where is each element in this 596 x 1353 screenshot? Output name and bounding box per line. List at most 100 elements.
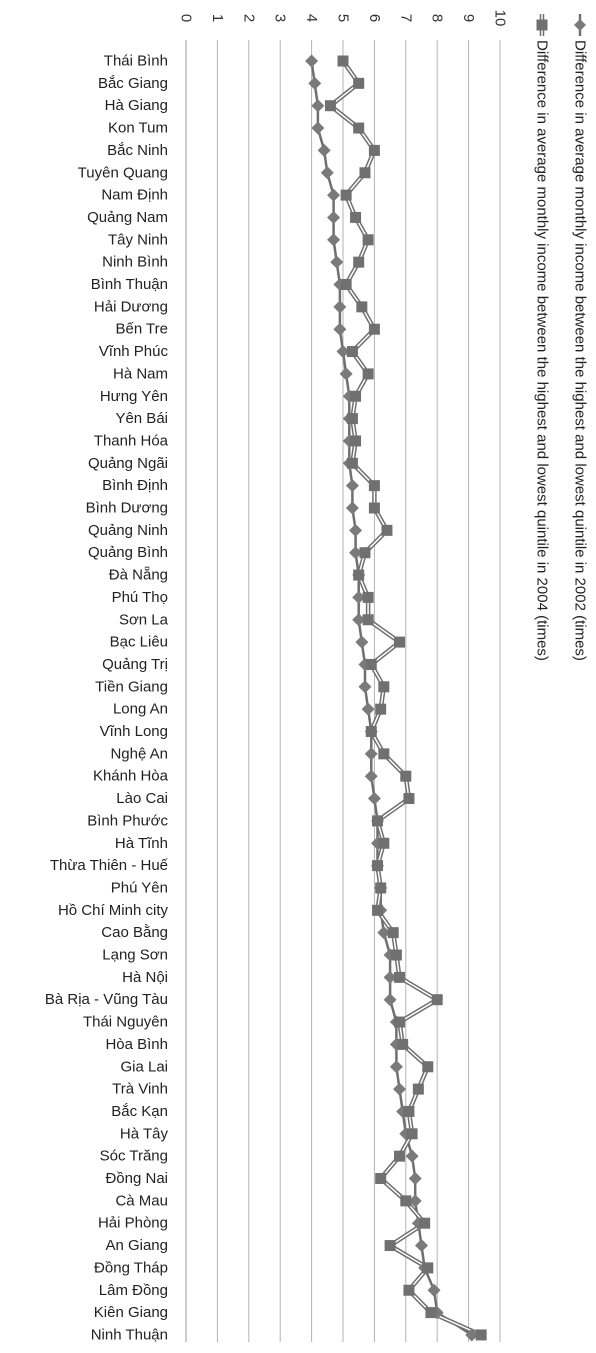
- series-2002-point: [358, 680, 372, 694]
- series-2004-point: [375, 703, 387, 715]
- category-label: Bắc Ninh: [107, 142, 168, 159]
- series-2002-point: [320, 166, 334, 180]
- category-label: Tây Ninh: [108, 231, 168, 248]
- series-2002-point: [345, 479, 359, 493]
- series-2002-point: [377, 926, 391, 940]
- series-2004-point: [394, 1016, 406, 1028]
- series-2002-point: [405, 1149, 419, 1163]
- series-2004-point: [353, 122, 365, 134]
- series-2004-point: [353, 569, 365, 581]
- series-2004-point: [375, 1173, 387, 1184]
- category-label: Hòa Bình: [105, 1036, 168, 1053]
- category-label: Hồ Chí Minh city: [58, 902, 169, 919]
- category-label: Hải Dương: [94, 298, 168, 315]
- series-2002-point: [327, 210, 341, 224]
- series-2004-point: [431, 994, 443, 1006]
- series-2004-point: [475, 1329, 487, 1341]
- series-2004-point: [422, 1061, 434, 1073]
- category-label: Yên Bái: [115, 410, 168, 427]
- series-2002-point: [415, 1239, 428, 1253]
- series-2004-point: [400, 1195, 412, 1207]
- series-2004-point: [353, 77, 365, 89]
- series-2002-point: [345, 501, 359, 515]
- series-2004-point: [412, 1083, 424, 1095]
- series-2004-point: [365, 726, 377, 737]
- series-2004-point: [403, 1284, 415, 1296]
- category-label: Hà Nội: [122, 969, 168, 986]
- series-2004-point: [425, 1307, 437, 1319]
- series-2002-point: [352, 613, 366, 627]
- category-label: Hà Nam: [113, 365, 168, 382]
- category-label: Tuyên Quang: [78, 164, 168, 181]
- series-2004-point: [384, 1240, 396, 1252]
- category-label: Hà Giang: [105, 97, 168, 114]
- category-label: Tiền Giang: [95, 678, 168, 695]
- category-label: Hải Phòng: [98, 1215, 168, 1232]
- series-2002-point: [330, 255, 344, 269]
- category-labels: Thái Bình Bắc Giang Hà Giang Kon Tum Bắc Nin…: [45, 53, 169, 1344]
- series-2002-point: [336, 345, 350, 359]
- category-label: Long An: [113, 701, 168, 718]
- series-2004-point: [372, 904, 384, 916]
- category-label: Hưng Yên: [100, 388, 168, 405]
- series-2004-point: [346, 413, 358, 425]
- tick-label: 2: [240, 14, 257, 22]
- series-2002-point: [383, 970, 397, 984]
- series-2004-point: [337, 55, 349, 67]
- series-2002-point: [333, 322, 347, 336]
- series-2004-point: [362, 591, 374, 603]
- tick-label: 1: [209, 14, 226, 22]
- series-2004-point: [362, 368, 374, 380]
- category-label: An Giang: [105, 1237, 168, 1254]
- series-2004-point: [340, 279, 352, 290]
- series-2002-point: [389, 1060, 403, 1074]
- series-2002-point: [408, 1172, 422, 1185]
- legend-label: Difference in average monthly income bet…: [534, 40, 551, 661]
- category-label: Thừa Thiên - Huế: [50, 857, 169, 874]
- category-label: Trà Vinh: [112, 1081, 168, 1098]
- series-2002-point: [308, 76, 322, 90]
- tick-label: 9: [460, 14, 477, 22]
- series-2002-point: [364, 747, 378, 761]
- category-label: Đồng Tháp: [94, 1259, 168, 1276]
- category-label: Thái Bình: [104, 53, 168, 70]
- category-label: Bà Rịa - Vũng Tàu: [45, 991, 168, 1008]
- category-label: Kiên Giang: [94, 1304, 168, 1321]
- category-label: Thanh Hóa: [94, 432, 169, 449]
- series-2004-point: [372, 815, 384, 827]
- series-2004-point: [350, 435, 362, 447]
- tick-label: 0: [178, 14, 195, 22]
- series-2002-point: [383, 993, 397, 1007]
- series-2004-point: [419, 1217, 431, 1229]
- category-label: Vĩnh Long: [100, 723, 168, 740]
- category-label: Lào Cai: [116, 790, 168, 807]
- category-label: Kon Tum: [108, 120, 168, 137]
- series-line-2004-inner: [329, 60, 482, 1336]
- series-2002-point: [339, 367, 353, 381]
- series-2004-point: [397, 1038, 409, 1050]
- category-label: Khánh Hòa: [93, 768, 169, 785]
- series-2002-point: [465, 1328, 479, 1342]
- category-label: Bến Tre: [115, 321, 168, 338]
- category-label: Hà Tây: [120, 1125, 169, 1142]
- series-2004-point: [368, 480, 380, 492]
- category-label: Phú Thọ: [112, 589, 168, 606]
- legend-label: Difference in average monthly income bet…: [572, 40, 589, 661]
- series-2004-point: [365, 658, 377, 670]
- series-2004-point: [362, 234, 374, 246]
- category-label: Phú Yên: [111, 879, 168, 896]
- category-label: Bình Dương: [86, 500, 168, 517]
- category-label: Nghệ An: [110, 745, 168, 762]
- series-line-2002: [310, 60, 473, 1337]
- series-2002-point: [352, 590, 366, 604]
- series-2002-point: [367, 792, 381, 806]
- series-layer: [305, 54, 487, 1342]
- category-label: Bắc Kạn: [111, 1103, 168, 1120]
- series-2002-point: [333, 300, 347, 314]
- series-2004-point: [394, 971, 406, 983]
- series-2002-point: [349, 546, 363, 560]
- series-2004-point: [394, 636, 406, 648]
- category-label: Hà Tĩnh: [115, 835, 168, 852]
- legend-entry-2004: Difference in average monthly income bet…: [534, 14, 551, 661]
